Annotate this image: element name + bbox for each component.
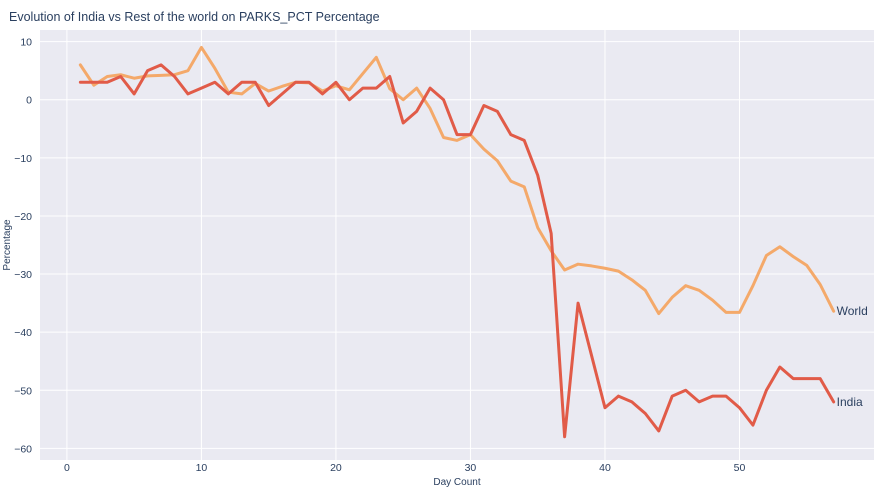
x-tick-label: 10 [196,462,208,474]
y-tick-label: 10 [20,37,32,49]
chart-title: Evolution of India vs Rest of the world … [9,10,380,24]
series-labels: World India [837,304,868,409]
series-label-world: World [837,304,868,318]
y-axis-title: Percentage [2,219,13,271]
y-tick-label: 0 [26,95,32,107]
x-tick-label: 50 [734,462,746,474]
x-tick-label: 30 [465,462,477,474]
plot-area [40,30,874,460]
x-tick-label: 20 [330,462,342,474]
x-tick-label: 40 [599,462,611,474]
series-line-world [78,45,836,316]
series-line-india [78,63,836,439]
x-tick-label: 0 [64,462,70,474]
y-tick-label: −30 [14,269,32,281]
tick-labels: 0 10 20 30 40 50 10 0 −10 −20 −30 −40 −50 −60 [14,37,745,474]
y-tick-label: −40 [14,327,32,339]
y-tick-label: −20 [14,211,32,223]
grid [40,30,874,460]
x-axis-title: Day Count [433,477,480,488]
y-tick-label: −60 [14,443,32,455]
series-lines [78,45,836,439]
y-tick-label: −50 [14,385,32,397]
y-tick-label: −10 [14,153,32,165]
series-label-india: India [837,395,863,409]
